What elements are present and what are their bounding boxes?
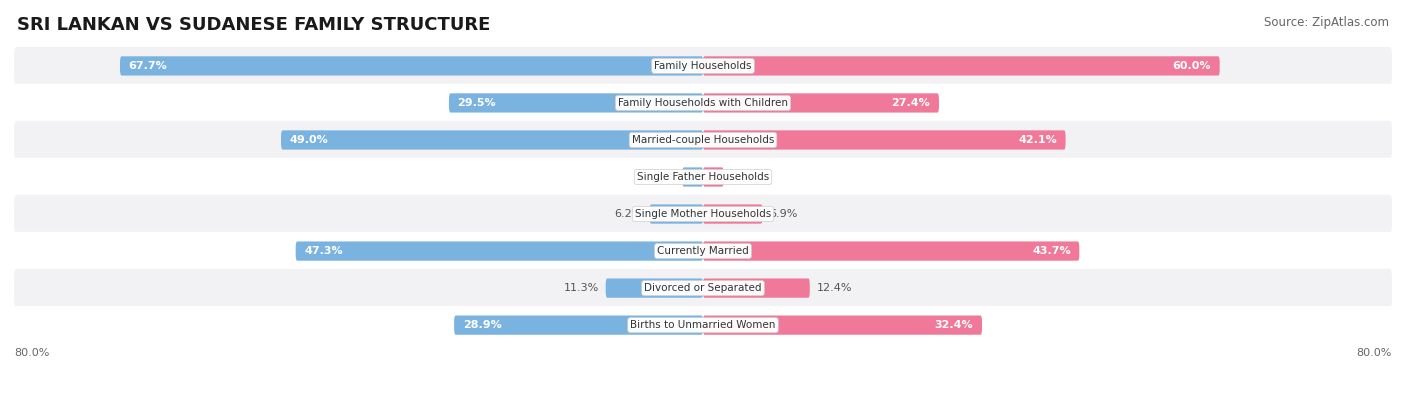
FancyBboxPatch shape bbox=[449, 93, 703, 113]
FancyBboxPatch shape bbox=[703, 93, 939, 113]
Text: 27.4%: 27.4% bbox=[891, 98, 931, 108]
FancyBboxPatch shape bbox=[14, 158, 1392, 196]
Text: 29.5%: 29.5% bbox=[457, 98, 496, 108]
FancyBboxPatch shape bbox=[703, 130, 1066, 150]
Text: 28.9%: 28.9% bbox=[463, 320, 502, 330]
Text: 2.4%: 2.4% bbox=[647, 172, 675, 182]
Text: 80.0%: 80.0% bbox=[1357, 348, 1392, 358]
Text: Births to Unmarried Women: Births to Unmarried Women bbox=[630, 320, 776, 330]
Text: Source: ZipAtlas.com: Source: ZipAtlas.com bbox=[1264, 16, 1389, 29]
Text: SRI LANKAN VS SUDANESE FAMILY STRUCTURE: SRI LANKAN VS SUDANESE FAMILY STRUCTURE bbox=[17, 16, 491, 34]
Text: 12.4%: 12.4% bbox=[817, 283, 852, 293]
FancyBboxPatch shape bbox=[14, 195, 1392, 233]
Text: Divorced or Separated: Divorced or Separated bbox=[644, 283, 762, 293]
Text: 11.3%: 11.3% bbox=[564, 283, 599, 293]
Text: 43.7%: 43.7% bbox=[1032, 246, 1071, 256]
Text: Family Households: Family Households bbox=[654, 61, 752, 71]
FancyBboxPatch shape bbox=[281, 130, 703, 150]
FancyBboxPatch shape bbox=[14, 232, 1392, 270]
Text: 49.0%: 49.0% bbox=[290, 135, 329, 145]
FancyBboxPatch shape bbox=[14, 306, 1392, 344]
Text: 6.2%: 6.2% bbox=[614, 209, 643, 219]
Text: Married-couple Households: Married-couple Households bbox=[631, 135, 775, 145]
Text: 6.9%: 6.9% bbox=[769, 209, 797, 219]
Text: 80.0%: 80.0% bbox=[14, 348, 49, 358]
FancyBboxPatch shape bbox=[703, 316, 981, 335]
FancyBboxPatch shape bbox=[14, 84, 1392, 122]
FancyBboxPatch shape bbox=[454, 316, 703, 335]
Text: 60.0%: 60.0% bbox=[1173, 61, 1211, 71]
FancyBboxPatch shape bbox=[120, 56, 703, 75]
FancyBboxPatch shape bbox=[703, 205, 762, 224]
Text: Currently Married: Currently Married bbox=[657, 246, 749, 256]
Text: 32.4%: 32.4% bbox=[935, 320, 973, 330]
Text: Single Father Households: Single Father Households bbox=[637, 172, 769, 182]
Text: Single Mother Households: Single Mother Households bbox=[636, 209, 770, 219]
FancyBboxPatch shape bbox=[606, 278, 703, 298]
FancyBboxPatch shape bbox=[650, 205, 703, 224]
FancyBboxPatch shape bbox=[14, 47, 1392, 85]
Text: 67.7%: 67.7% bbox=[128, 61, 167, 71]
FancyBboxPatch shape bbox=[682, 167, 703, 186]
Text: Family Households with Children: Family Households with Children bbox=[619, 98, 787, 108]
FancyBboxPatch shape bbox=[703, 241, 1080, 261]
FancyBboxPatch shape bbox=[703, 278, 810, 298]
Text: 2.4%: 2.4% bbox=[731, 172, 759, 182]
Text: 42.1%: 42.1% bbox=[1018, 135, 1057, 145]
FancyBboxPatch shape bbox=[703, 56, 1219, 75]
Text: 47.3%: 47.3% bbox=[304, 246, 343, 256]
FancyBboxPatch shape bbox=[295, 241, 703, 261]
FancyBboxPatch shape bbox=[14, 121, 1392, 159]
FancyBboxPatch shape bbox=[14, 269, 1392, 307]
FancyBboxPatch shape bbox=[703, 167, 724, 186]
